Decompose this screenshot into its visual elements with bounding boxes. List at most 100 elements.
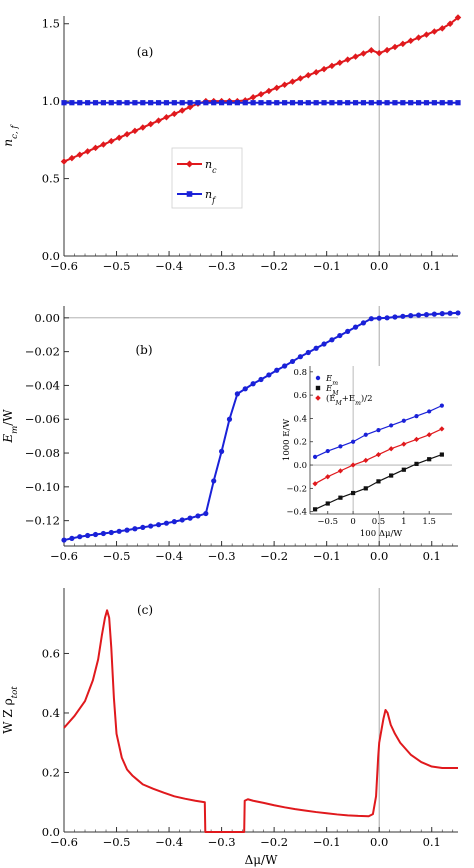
inset-y-axis-title: 1000 E/W xyxy=(282,419,292,461)
data-point xyxy=(187,515,193,521)
x-tick-label: −0.3 xyxy=(208,259,236,273)
data-point xyxy=(226,416,233,422)
data-point xyxy=(431,311,437,317)
inset-data-point xyxy=(401,441,407,447)
inset-data-point xyxy=(439,426,445,432)
inset-legend-label-part-0: (E xyxy=(326,393,336,404)
data-point xyxy=(321,100,327,106)
data-point xyxy=(320,65,328,73)
inset-x-tick-label: −0.5 xyxy=(317,517,338,527)
data-point xyxy=(289,100,296,106)
data-point xyxy=(132,526,138,532)
y-axis-title: Em/W xyxy=(1,409,20,444)
inset-data-point xyxy=(413,436,420,443)
data-point xyxy=(171,519,177,525)
y-tick-label: 0.5 xyxy=(42,172,60,186)
data-point xyxy=(258,376,264,383)
inset-data-point xyxy=(351,490,356,496)
data-point xyxy=(139,124,147,131)
inset-y-tick-label: 0.0 xyxy=(293,461,307,471)
data-point xyxy=(249,94,257,101)
x-tick-label: 0.0 xyxy=(370,259,388,273)
data-point xyxy=(132,100,138,106)
inset-legend-label: (EM+Em)/2 xyxy=(326,393,373,407)
data-point xyxy=(76,151,84,158)
data-point xyxy=(368,46,375,54)
data-point xyxy=(195,513,201,519)
x-tick-label: −0.6 xyxy=(50,835,78,849)
data-point xyxy=(92,144,99,152)
data-point xyxy=(274,100,280,106)
x-tick-label: −0.1 xyxy=(313,549,341,563)
x-tick-label: −0.5 xyxy=(103,835,131,849)
data-point xyxy=(384,100,390,106)
inset-y-tick-label: 0.4 xyxy=(293,414,307,424)
inset-x-tick-label: 1.5 xyxy=(422,517,436,527)
data-point xyxy=(360,50,367,57)
inset-y-tick-label: 0.8 xyxy=(293,368,307,378)
data-point xyxy=(140,100,146,106)
series-n-f xyxy=(61,100,461,106)
data-point xyxy=(171,100,177,106)
data-point xyxy=(282,100,288,106)
data-point xyxy=(407,37,414,45)
y-axis-title: W Z ρtot xyxy=(1,686,20,734)
inset-data-point xyxy=(338,495,343,500)
x-tick-label: −0.6 xyxy=(50,549,78,563)
data-point xyxy=(297,100,303,106)
legend-box xyxy=(171,147,243,209)
data-point xyxy=(69,535,75,541)
inset-x-tick-label: 0.5 xyxy=(372,517,386,527)
data-point xyxy=(375,49,383,57)
data-point xyxy=(438,25,446,32)
inset-data-point xyxy=(375,451,382,458)
panel-label: (a) xyxy=(137,45,154,59)
data-point xyxy=(289,358,296,365)
inset-legend-label-part-4: )/2 xyxy=(361,393,373,404)
inset-data-point xyxy=(389,423,394,428)
inset-data-point xyxy=(363,432,368,437)
y-axis-title-part-1: c, f xyxy=(10,124,20,139)
data-point xyxy=(392,314,398,320)
series-line xyxy=(63,609,458,833)
data-point xyxy=(61,100,67,106)
data-point xyxy=(265,87,273,95)
data-point xyxy=(431,28,438,35)
inset-data-point xyxy=(401,467,406,472)
y-tick-label: −0.08 xyxy=(25,446,60,460)
data-point xyxy=(312,68,320,76)
y-tick-label: 0.0 xyxy=(42,249,60,263)
inset-y-tick-label: 0.2 xyxy=(293,438,307,448)
data-point xyxy=(100,100,106,106)
inset-data-point xyxy=(376,479,381,484)
data-point xyxy=(211,478,217,484)
data-point xyxy=(171,110,178,118)
x-tick-label: −0.2 xyxy=(260,835,288,849)
inset-data-point xyxy=(325,501,330,506)
inset-data-point xyxy=(427,457,432,462)
data-point xyxy=(297,354,303,360)
data-point xyxy=(100,530,106,537)
inset-legend-label: EM xyxy=(325,384,339,397)
x-tick-label: −0.4 xyxy=(155,259,183,273)
chart-panel-c: −0.6 −0.5 −0.4 −0.3 −0.2 −0.1 0.0 0.1 0.0 0.2 0.4 0… xyxy=(1,588,458,867)
data-point xyxy=(61,537,67,543)
chart-panel-b: −0.6 −0.5 −0.4 −0.3 −0.2 −0.1 0.0 0.10.00−0.02−… xyxy=(1,306,461,563)
data-point xyxy=(258,100,264,106)
inset-data-point xyxy=(439,403,444,408)
data-point xyxy=(147,120,154,128)
inset-legend-label-part-1: m xyxy=(332,380,338,387)
data-point xyxy=(115,134,123,141)
data-point xyxy=(337,100,343,106)
inset-background xyxy=(310,366,452,514)
legend-label-part-1: f xyxy=(211,196,217,205)
data-point xyxy=(383,46,391,54)
inset-legend-label-part-3: m xyxy=(355,400,361,407)
data-point xyxy=(186,103,194,111)
data-point xyxy=(187,100,193,106)
data-point xyxy=(392,100,398,106)
inset-legend-label-part-1: M xyxy=(335,400,343,407)
inset-y-tick-label: −0.2 xyxy=(286,484,307,494)
y-axis-title-part-1: m xyxy=(10,426,20,434)
data-point xyxy=(352,100,359,106)
